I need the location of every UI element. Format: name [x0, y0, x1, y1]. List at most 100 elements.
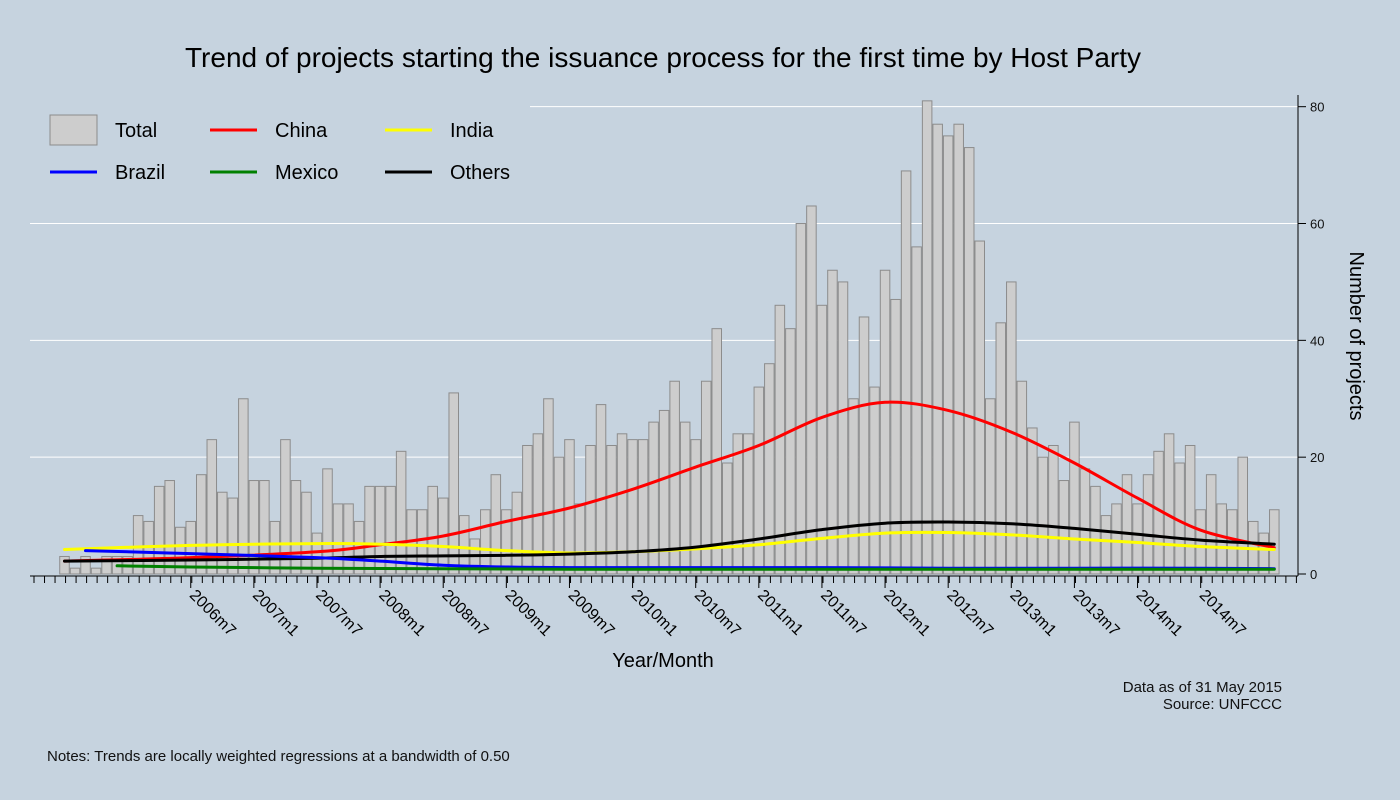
bar-total-23	[301, 491, 312, 575]
bar-total-43	[511, 491, 523, 575]
bar-total-66	[753, 386, 765, 575]
bar-total-77	[869, 386, 880, 575]
trend-line-china	[63, 400, 1276, 563]
bar-total-97	[1079, 468, 1091, 575]
x-tick-label-2011m7: 2011m7	[817, 587, 869, 639]
y-tick-label-20: 20	[1310, 450, 1324, 465]
bar-total-115	[1269, 509, 1280, 575]
bar-total-75	[848, 398, 859, 575]
trend-line-mexico	[115, 564, 1276, 571]
legend-label-total: Total	[115, 120, 157, 142]
bar-total-19	[259, 480, 270, 575]
bar-total-81	[911, 246, 922, 575]
bar-total-78	[879, 269, 891, 575]
bar-total-35	[427, 485, 438, 575]
bar-total-14	[206, 439, 218, 575]
bar-total-13	[196, 474, 207, 575]
y-tick-label-0: 0	[1310, 567, 1317, 582]
bar-total-32	[395, 450, 407, 575]
bar-total-10	[164, 480, 175, 575]
bar-total-79	[890, 298, 901, 575]
x-tick-label-2011m1: 2011m1	[754, 587, 806, 639]
x-tick-label-2014m7: 2014m7	[1196, 587, 1249, 640]
bar-total-12	[185, 520, 196, 575]
bar-total-93	[1037, 456, 1049, 575]
bar-total-30	[374, 485, 386, 575]
bar-total-102	[1132, 503, 1143, 575]
bar-total-72	[816, 304, 828, 575]
bar-total-108	[1195, 509, 1206, 575]
bar-total-91	[1016, 380, 1028, 575]
chart-title: Trend of projects starting the issuance …	[185, 42, 1141, 73]
bar-total-114	[1258, 532, 1270, 575]
bar-total-45	[532, 433, 544, 575]
bar-total-47	[553, 456, 565, 575]
bar-total-53	[616, 433, 628, 575]
bar-total-107	[1184, 444, 1196, 575]
bar-total-50	[585, 444, 596, 575]
y-axis: 0 20 40 60 80	[1297, 95, 1324, 582]
x-tick-label-2012m7: 2012m7	[943, 587, 996, 640]
bar-total-37	[448, 392, 460, 575]
bar-total-85	[953, 123, 964, 575]
bar-total-99	[1100, 515, 1112, 575]
legend-label-mexico: Mexico	[275, 162, 338, 184]
bar-total-86	[963, 147, 975, 575]
trend-lines	[63, 400, 1276, 571]
bar-total-2	[80, 555, 91, 575]
x-axis: 2006m7 2007m1 2007m7 2008m1 2008m7 2009m1 2009…	[30, 575, 1298, 640]
x-tick-label-2013m7: 2013m7	[1070, 587, 1123, 640]
x-axis-label: Year/Month	[612, 650, 714, 672]
trend-line-india	[63, 530, 1276, 555]
x-tick-label-2007m1: 2007m1	[249, 587, 302, 640]
bar-total-109	[1205, 474, 1217, 575]
bar-total-4	[101, 555, 112, 575]
bar-total-112	[1237, 456, 1248, 575]
total-bars	[59, 100, 1280, 575]
bar-total-40	[480, 509, 491, 575]
bar-total-62	[711, 328, 722, 575]
bar-total-82	[921, 100, 933, 575]
bar-total-70	[795, 223, 807, 575]
bar-total-1	[69, 567, 81, 575]
x-tick-label-2010m7: 2010m7	[691, 587, 744, 640]
bar-total-44	[522, 444, 533, 575]
legend-label-others: Others	[450, 162, 510, 184]
bar-total-71	[806, 205, 817, 575]
bar-total-49	[574, 503, 586, 575]
x-tick-label-2008m1: 2008m1	[375, 587, 428, 640]
bar-total-103	[1142, 474, 1154, 575]
bar-total-0	[59, 555, 70, 575]
footnote: Notes: Trends are locally weighted regre…	[47, 748, 510, 765]
bar-total-54	[627, 439, 638, 575]
bar-total-22	[290, 480, 302, 575]
bar-total-60	[690, 439, 701, 575]
bar-total-21	[280, 439, 291, 575]
bar-total-55	[637, 439, 649, 575]
x-tick-label-2006m7: 2006m7	[186, 587, 239, 640]
bar-total-83	[932, 123, 943, 575]
y-tick-label-80: 80	[1310, 100, 1324, 115]
legend-label-india: India	[450, 120, 494, 142]
legend: Total China India Brazil Mexico Others	[30, 103, 530, 195]
bar-total-59	[679, 421, 691, 575]
bar-total-105	[1163, 433, 1175, 575]
bar-total-74	[837, 281, 849, 575]
bar-total-76	[858, 316, 870, 575]
bar-total-94	[1048, 444, 1059, 575]
bar-total-73	[827, 269, 838, 575]
bar-total-89	[995, 322, 1007, 575]
data-as-of-note: Data as of 31 May 2015	[1123, 679, 1282, 696]
bar-total-67	[764, 363, 775, 575]
bar-total-61	[700, 380, 712, 575]
bar-total-27	[343, 503, 354, 575]
bar-total-110	[1216, 503, 1227, 575]
bar-total-56	[648, 421, 659, 575]
bar-total-17	[238, 398, 249, 575]
bar-total-63	[722, 462, 733, 575]
bar-total-7	[132, 515, 144, 575]
bar-total-9	[153, 485, 165, 575]
bar-total-69	[785, 328, 796, 575]
bar-total-26	[332, 503, 344, 575]
